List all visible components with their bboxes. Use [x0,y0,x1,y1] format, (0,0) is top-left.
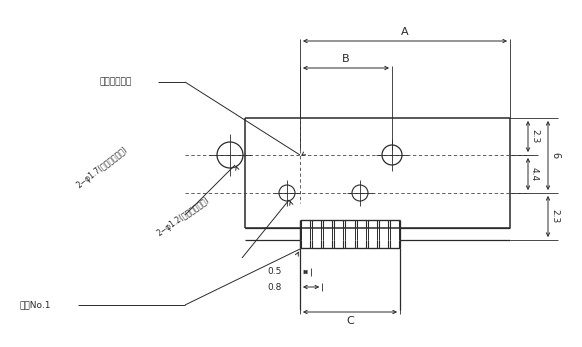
Text: A: A [401,27,409,37]
Text: B: B [342,54,350,64]
Text: 2−φ1.2(スルーホール): 2−φ1.2(スルーホール) [155,195,211,238]
Text: C: C [346,316,354,326]
Text: 端子No.1: 端子No.1 [20,301,51,310]
Text: 2.3: 2.3 [550,209,559,223]
Text: 0.8: 0.8 [268,282,282,291]
Text: 4.4: 4.4 [530,167,539,181]
Text: 6: 6 [550,152,560,159]
Text: 2.3: 2.3 [530,129,539,144]
Text: 2−φ1.7(スルーホール): 2−φ1.7(スルーホール) [75,145,129,190]
Text: コネクタ端面: コネクタ端面 [100,77,132,86]
Text: 0.5: 0.5 [268,268,282,277]
